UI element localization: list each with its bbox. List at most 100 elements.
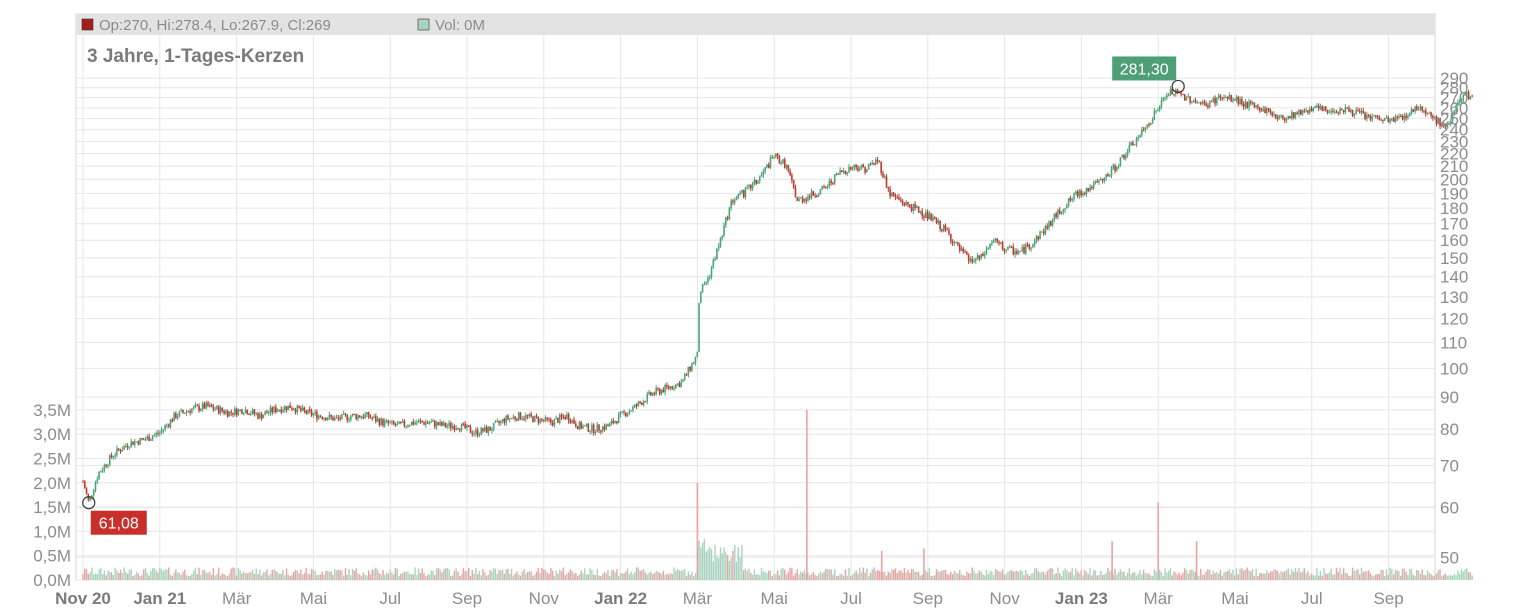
candle-body: [832, 182, 834, 184]
volume-bar: [230, 568, 232, 580]
candle-body: [1237, 96, 1240, 105]
low-marker-circle: [82, 496, 96, 510]
volume-bar: [766, 573, 768, 580]
volume-bar: [910, 568, 913, 580]
candle-body: [817, 194, 820, 197]
candle-body: [1374, 115, 1377, 117]
volume-bar: [878, 570, 881, 580]
volume-bar: [250, 571, 252, 580]
volume-bar: [1060, 575, 1063, 580]
volume-bar: [1250, 571, 1252, 580]
volume-bar: [1151, 576, 1154, 580]
volume-bar: [809, 575, 811, 580]
candle-body: [353, 413, 356, 415]
volume-bar: [730, 557, 732, 580]
candle-body: [287, 405, 290, 411]
price-tick-label: 130: [1440, 288, 1468, 307]
volume-bar: [153, 568, 156, 580]
volume-bar: [216, 573, 218, 580]
volume-bar: [1037, 571, 1039, 580]
volume-bar: [962, 575, 965, 580]
volume-bar: [1251, 569, 1254, 580]
candle-body: [383, 420, 386, 426]
volume-bar: [1071, 567, 1073, 580]
volume-bar: [1178, 572, 1181, 580]
volume-bar: [94, 573, 97, 580]
candle-body: [189, 411, 191, 413]
volume-bar: [475, 567, 477, 580]
volume-bar: [98, 569, 100, 580]
candle-body: [1123, 154, 1125, 159]
candle-body: [732, 200, 734, 203]
volume-bar: [909, 573, 911, 580]
candle-body: [1073, 193, 1075, 200]
volume-bar: [416, 575, 418, 580]
candle-body: [210, 404, 213, 407]
candle-body: [396, 423, 399, 426]
volume-bar: [691, 571, 693, 580]
volume-bar: [287, 574, 290, 580]
candle-body: [1412, 109, 1415, 112]
volume-bar: [1025, 569, 1027, 580]
volume-bar: [1137, 573, 1139, 580]
volume-bar: [964, 575, 966, 580]
candle-body: [971, 258, 974, 263]
volume-bar: [1221, 575, 1223, 580]
candle-body: [1242, 104, 1245, 107]
volume-bar: [1000, 571, 1002, 580]
candle-body: [851, 167, 854, 170]
candle-body: [866, 169, 868, 173]
candle-body: [505, 415, 507, 423]
volume-bar: [505, 569, 507, 580]
volume-bar: [862, 567, 865, 580]
candle-body: [494, 421, 497, 423]
candle-body: [794, 187, 797, 198]
candle-body: [757, 180, 759, 184]
volume-bar: [835, 576, 838, 580]
candle-body: [871, 162, 874, 165]
volume-bar: [803, 570, 806, 580]
candle-body: [700, 291, 702, 304]
volume-bar: [650, 571, 652, 580]
volume-bar: [1078, 573, 1081, 580]
candle-body: [932, 216, 934, 221]
time-tick-label: Mai: [1221, 589, 1248, 608]
candle-body: [594, 432, 597, 434]
candle-body: [1066, 205, 1068, 209]
candle-body: [942, 225, 945, 232]
volume-bar: [1357, 569, 1359, 580]
price-tick-label: 160: [1440, 231, 1468, 250]
time-tick-label: Nov: [989, 589, 1020, 608]
volume-bar: [1228, 568, 1231, 580]
candle-body: [319, 415, 322, 417]
candle-body: [1287, 116, 1290, 120]
candle-body: [1301, 110, 1304, 115]
candle-body: [196, 405, 199, 407]
candle-body: [798, 198, 800, 201]
volume-bar: [728, 560, 731, 580]
volume-bar: [1291, 569, 1293, 580]
candle-body: [1067, 198, 1070, 206]
candle-body: [1378, 117, 1381, 121]
candle-body: [682, 379, 684, 382]
volume-bar: [664, 574, 666, 580]
volume-bar: [628, 574, 631, 580]
volume-bar: [1453, 574, 1456, 580]
volume-bar: [778, 575, 781, 580]
candle-body: [962, 248, 965, 252]
candle-body: [1351, 109, 1354, 116]
candle-body: [1389, 119, 1391, 123]
candle-body: [387, 420, 390, 424]
volume-bar: [139, 576, 141, 580]
candle-body: [1117, 166, 1120, 168]
volume-bar: [1155, 571, 1157, 580]
volume-bar: [441, 572, 443, 580]
volume-bar: [82, 573, 84, 580]
candle-body: [1323, 106, 1325, 111]
candle-body: [1192, 100, 1195, 102]
volume-bar: [959, 570, 961, 580]
candle-body: [444, 422, 447, 428]
candle-body: [503, 419, 506, 423]
volume-bar: [1375, 574, 1377, 580]
candle-body: [1085, 187, 1088, 194]
